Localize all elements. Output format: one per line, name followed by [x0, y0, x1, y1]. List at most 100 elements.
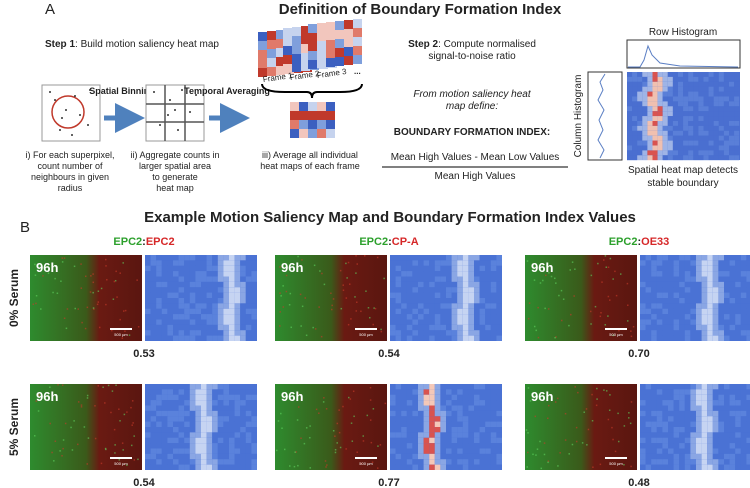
heat-cell: [276, 30, 285, 39]
heat-cell: [683, 86, 689, 92]
heat-cell: [642, 155, 648, 161]
heat-cell: [734, 106, 740, 112]
speckle: [115, 384, 117, 387]
heat-cell: [735, 303, 741, 309]
heat-cell: [395, 308, 402, 315]
heat-cell: [468, 410, 474, 417]
heat-cell: [434, 319, 441, 325]
heat-cell: [406, 453, 413, 460]
speckle: [121, 337, 124, 339]
speckle: [35, 294, 38, 297]
heat-cell: [740, 260, 747, 266]
heat-cell: [698, 101, 704, 107]
heat-cell: [390, 292, 396, 298]
heat-cell: [462, 389, 469, 395]
heat-cell: [490, 265, 497, 272]
heat-cell: [446, 432, 452, 438]
heat-cell: [637, 130, 643, 136]
heat-cell: [698, 150, 704, 156]
speckle: [561, 319, 563, 322]
heat-cell: [683, 116, 689, 121]
heat-cell: [390, 265, 396, 272]
brace: [261, 83, 363, 99]
heat-cell: [401, 416, 407, 422]
heat-cell: [734, 150, 740, 156]
heat-cell: [479, 389, 486, 395]
heat-cell: [696, 453, 702, 460]
heat-cell: [189, 453, 196, 460]
speckle: [555, 282, 557, 284]
heat-cell: [474, 389, 480, 395]
heat-cell: [688, 81, 694, 87]
heat-cell: [662, 96, 668, 102]
heat-cell: [637, 125, 643, 131]
speckle: [600, 312, 602, 314]
heat-cell: [201, 308, 207, 315]
heat-cell: [406, 421, 413, 427]
heat-cell: [161, 287, 168, 293]
heat-cell: [145, 276, 151, 282]
heat-cell: [234, 303, 241, 309]
speckle: [294, 451, 296, 453]
heat-cell: [683, 155, 689, 161]
speckle: [322, 401, 325, 403]
heat-cell: [637, 116, 643, 121]
dot: [174, 109, 176, 111]
heat-cell: [156, 303, 162, 309]
heat-cell: [406, 260, 413, 266]
heat-cell: [713, 91, 719, 97]
heat-cell: [145, 384, 151, 390]
heat-cell: [184, 303, 190, 309]
speckle: [290, 326, 292, 329]
heat-cell: [446, 292, 452, 298]
heat-cell: [167, 308, 173, 315]
heat-cell: [662, 150, 668, 156]
heat-cell: [201, 314, 207, 320]
heat-cell: [145, 287, 151, 293]
heat-cell: [217, 432, 224, 438]
heat-cell: [251, 287, 257, 293]
heat-cell: [740, 448, 747, 454]
heat-cell: [712, 281, 719, 288]
heat-cell: [693, 121, 699, 126]
heat-cell: [729, 453, 736, 460]
heat-cell: [156, 453, 162, 460]
heat-cell: [662, 292, 668, 298]
speckle: [280, 295, 282, 297]
heat-cell: [429, 319, 435, 325]
speckle: [40, 308, 42, 310]
heat-cell: [693, 96, 699, 102]
heat-cell: [683, 76, 689, 82]
heat-cell: [240, 308, 246, 315]
heat-cell: [217, 303, 224, 309]
speckle: [137, 458, 139, 461]
heat-cell: [150, 432, 157, 438]
heat-cell: [446, 303, 452, 309]
heat-cell: [423, 432, 430, 438]
heat-cell: [703, 72, 709, 77]
heat-cell: [446, 453, 452, 460]
heat-cell: [490, 389, 497, 395]
heat-cell: [688, 72, 694, 77]
heat-cell: [684, 443, 691, 449]
heat-cell: [740, 335, 747, 341]
speckle: [42, 275, 44, 277]
heat-cell: [429, 410, 435, 417]
heat-cell: [212, 453, 218, 460]
heat-cell: [401, 437, 407, 444]
heat-cell: [701, 384, 708, 390]
speckle: [574, 386, 576, 388]
heat-cell: [462, 394, 469, 401]
frame-label: ...: [354, 67, 361, 76]
heat-cell: [412, 416, 418, 422]
heat-cell: [684, 260, 691, 266]
heat-cell: [485, 265, 491, 272]
heat-cell: [735, 265, 741, 272]
heat-cell: [156, 432, 162, 438]
heat-cell: [746, 255, 750, 261]
heat-cell: [234, 459, 241, 465]
heat-cell: [468, 384, 474, 390]
heat-cell: [740, 421, 747, 427]
speckle: [297, 392, 299, 395]
heat-cell: [451, 330, 458, 336]
